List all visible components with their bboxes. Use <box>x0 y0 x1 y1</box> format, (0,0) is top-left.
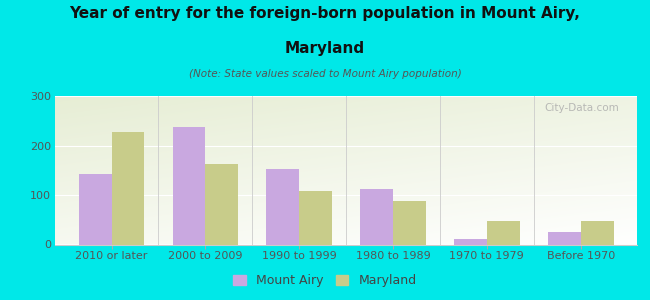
Bar <box>172 127 205 244</box>
Bar <box>393 201 426 244</box>
Bar <box>580 221 614 244</box>
Text: Maryland: Maryland <box>285 40 365 56</box>
Bar <box>454 238 487 244</box>
Text: City-Data.com: City-Data.com <box>545 103 619 113</box>
Bar <box>548 232 580 244</box>
Legend: Mount Airy, Maryland: Mount Airy, Maryland <box>228 269 422 292</box>
Bar <box>112 132 144 244</box>
Text: Year of entry for the foreign-born population in Mount Airy,: Year of entry for the foreign-born popul… <box>70 6 580 21</box>
Bar <box>79 174 112 244</box>
Bar <box>360 189 393 244</box>
Text: (Note: State values scaled to Mount Airy population): (Note: State values scaled to Mount Airy… <box>188 69 462 79</box>
Bar <box>299 191 332 244</box>
Bar <box>205 164 238 244</box>
Bar <box>487 221 520 244</box>
Bar <box>266 169 299 244</box>
